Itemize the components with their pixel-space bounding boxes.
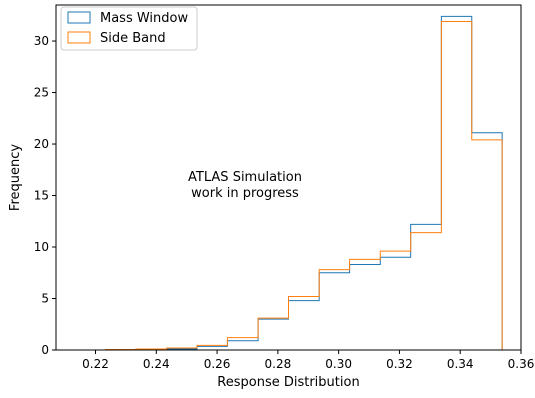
annotation-line-1: ATLAS Simulation (188, 170, 302, 185)
x-axis-ticks: 0.22 0.24 0.26 0.28 0.30 0.32 0.34 0.36 (82, 350, 534, 371)
y-axis-ticks: 0 5 10 15 20 25 30 (34, 34, 56, 357)
legend-swatch-side-band (67, 31, 91, 44)
x-tick-label: 0.22 (82, 357, 109, 371)
annotation-line-2: work in progress (191, 186, 299, 201)
y-axis-label: Frequency (8, 144, 23, 211)
y-tick-label: 15 (34, 189, 49, 203)
legend-box (60, 6, 198, 51)
x-axis-label: Response Distribution (217, 375, 359, 390)
series-step-side-band (74, 20, 503, 351)
y-tick-label: 0 (41, 343, 49, 357)
y-tick-label: 20 (34, 137, 49, 151)
y-tick-label: 30 (34, 34, 49, 48)
y-tick-label: 10 (34, 240, 49, 254)
plot-frame (55, 4, 522, 351)
legend-swatch-mass-window (67, 11, 91, 24)
x-tick-label: 0.28 (265, 357, 292, 371)
legend-label-side-band: Side Band (100, 31, 166, 46)
x-tick-label: 0.36 (508, 357, 535, 371)
histogram-steps (74, 15, 503, 351)
x-tick-label: 0.30 (325, 357, 352, 371)
x-tick-label: 0.32 (386, 357, 413, 371)
y-tick-label: 5 (41, 292, 49, 306)
x-tick-label: 0.26 (204, 357, 231, 371)
legend-label-mass-window: Mass Window (100, 11, 188, 26)
x-tick-label: 0.24 (143, 357, 170, 371)
x-tick-label: 0.34 (447, 357, 474, 371)
y-tick-label: 25 (34, 86, 49, 100)
legend: Mass Window Side Band (60, 6, 198, 51)
